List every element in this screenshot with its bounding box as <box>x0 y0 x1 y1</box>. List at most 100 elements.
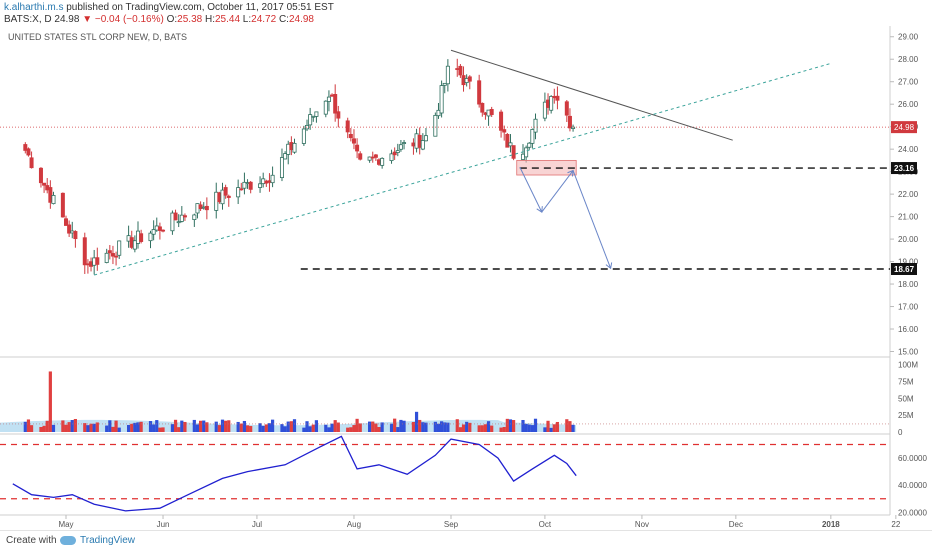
candle-body <box>483 112 488 115</box>
candle-body <box>508 142 513 147</box>
candle-body <box>236 187 241 198</box>
candle-body <box>480 102 485 113</box>
time-tick-label: Jul <box>252 520 262 529</box>
volume-bar <box>458 427 462 432</box>
candle-body <box>154 225 159 231</box>
tradingview-brand[interactable]: TradingView <box>80 535 136 546</box>
projection-arrowhead <box>605 262 613 270</box>
candle-body <box>214 191 219 211</box>
low-label: L: <box>242 14 252 25</box>
chart-header: k.alharthi.m.s published on TradingView.… <box>4 2 334 14</box>
volume-bar <box>67 422 71 432</box>
candle-body <box>552 95 557 99</box>
candle-body <box>555 95 560 101</box>
volume-bar <box>389 423 394 432</box>
volume-bar <box>411 422 416 432</box>
volume-bar <box>264 424 268 432</box>
candle-body <box>486 109 491 117</box>
volume-bar <box>483 424 488 432</box>
price-tick-label: 22.00 <box>898 190 919 199</box>
candle-body <box>333 94 338 114</box>
candle-body <box>351 138 356 144</box>
volume-bar <box>220 419 225 432</box>
candle-body <box>464 78 469 84</box>
candle-body <box>110 253 115 257</box>
candle-body <box>524 147 529 158</box>
volume-bar <box>465 421 469 432</box>
volume-bar <box>402 420 406 432</box>
volume-bar <box>195 424 200 432</box>
volume-bar <box>51 424 56 432</box>
volume-bar <box>114 420 118 432</box>
volume-bar <box>305 421 309 432</box>
candle-body <box>248 181 253 190</box>
candle-body <box>198 204 203 210</box>
candle-body <box>433 114 438 137</box>
volume-tick-label: 100M <box>898 361 918 370</box>
volume-bar <box>543 427 547 432</box>
volume-bar <box>521 419 525 432</box>
chart-area[interactable]: 29.0028.0027.0026.0025.0024.0023.0022.00… <box>0 26 932 530</box>
candle-body <box>258 183 263 188</box>
price-tick-label: 29.00 <box>898 33 919 42</box>
candle-body <box>73 231 78 240</box>
volume-bar <box>446 422 450 432</box>
candle-body <box>377 159 382 165</box>
volume-bar <box>490 425 494 432</box>
volume-bar <box>70 420 74 432</box>
volume-bar <box>111 426 115 432</box>
time-tick-label: Oct <box>539 520 552 529</box>
support-trendline <box>94 63 830 276</box>
candle-body <box>414 133 419 149</box>
candle-body <box>345 120 350 133</box>
volume-bar <box>552 424 556 432</box>
author-link[interactable]: k.alharthi.m.s <box>4 2 64 13</box>
candle-body <box>477 80 482 105</box>
candle-body <box>567 115 572 129</box>
volume-bar <box>29 425 34 432</box>
candle-body <box>226 195 231 198</box>
candle-body <box>411 142 416 147</box>
volume-bar <box>333 420 337 432</box>
candle-body <box>173 212 178 221</box>
candle-body <box>92 257 97 266</box>
candle-body <box>270 174 275 184</box>
volume-bar <box>261 425 265 432</box>
volume-bar <box>461 424 466 432</box>
ohlc-line: BATS:X, D 24.98 ▼ −0.04 (−0.16%) O:25.38… <box>4 14 314 26</box>
candle-body <box>23 144 28 151</box>
price-tick-label: 26.00 <box>898 100 919 109</box>
volume-bar <box>327 427 331 432</box>
volume-bar <box>314 420 319 432</box>
volume-bar <box>258 423 262 432</box>
candle-body <box>117 240 122 256</box>
price-tick-label: 15.00 <box>898 348 919 357</box>
level-price-label: 23.16 <box>894 164 915 173</box>
candle-body <box>395 150 400 153</box>
candle-body <box>467 76 472 82</box>
candle-body <box>48 187 53 203</box>
last-price-tag <box>891 121 917 134</box>
volume-bar <box>217 425 221 432</box>
volume-bar <box>393 418 397 432</box>
volume-bar <box>180 420 184 432</box>
level-price-tag <box>891 162 917 175</box>
create-with-text: Create with <box>6 535 57 546</box>
candle-body <box>286 143 291 155</box>
volume-bar <box>183 421 187 432</box>
volume-bar <box>433 421 437 432</box>
volume-bar <box>48 371 52 432</box>
volume-bar <box>202 420 206 432</box>
volume-bar <box>198 420 203 432</box>
price-value: 24.98 <box>54 14 80 25</box>
volume-bar <box>245 425 250 432</box>
candle-body <box>239 188 244 191</box>
candle-body <box>527 142 532 148</box>
volume-bar <box>270 419 275 432</box>
candle-body <box>542 101 547 119</box>
volume-bar <box>505 418 509 432</box>
candle-body <box>135 230 140 244</box>
volume-bar <box>421 422 425 432</box>
volume-bar <box>26 419 31 432</box>
volume-bar <box>555 421 560 432</box>
